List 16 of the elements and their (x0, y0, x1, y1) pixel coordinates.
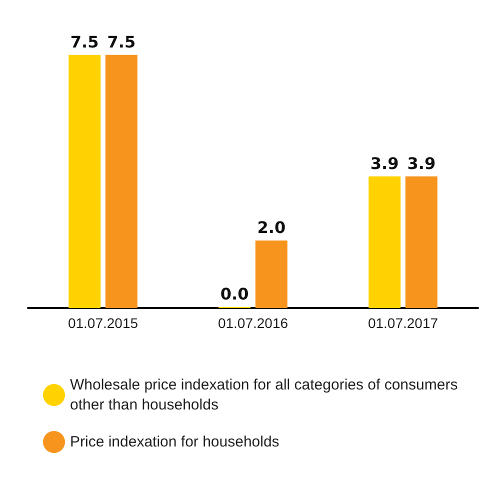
legend-label: Price indexation for households (70, 434, 280, 450)
bar (405, 176, 438, 308)
data-label: 0.0 (220, 284, 249, 304)
bar (368, 176, 401, 308)
data-label: 7.5 (107, 32, 136, 52)
x-tick-label: 01.07.2016 (218, 315, 288, 331)
data-label: 3.9 (370, 154, 399, 173)
x-tick-label: 01.07.2015 (68, 315, 138, 331)
bar (105, 54, 138, 308)
data-label: 7.5 (70, 32, 99, 52)
bar (68, 54, 101, 308)
bar (255, 240, 288, 308)
legend-label: Wholesale price indexation for all categories of consumers other than households (70, 376, 462, 414)
data-label: 2.0 (257, 218, 286, 237)
data-label: 3.9 (407, 154, 436, 173)
x-tick-label: 01.07.2017 (368, 315, 438, 331)
